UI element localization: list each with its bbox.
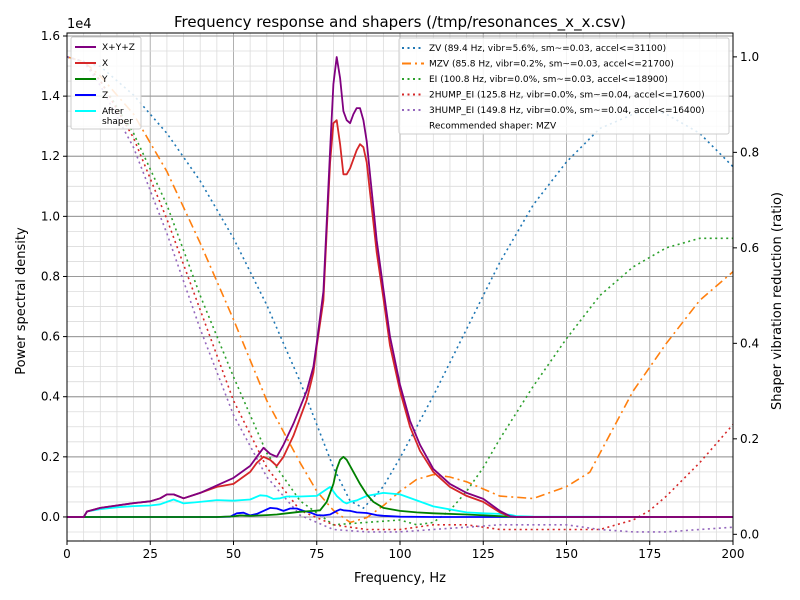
x-tick-label: 75: [309, 547, 324, 561]
x-tick-label: 100: [389, 547, 412, 561]
y2-tick-label: 0.2: [740, 432, 759, 446]
y-tick-label: 1.0: [41, 209, 60, 223]
legend-label: X: [102, 59, 108, 69]
y-tick-label: 0.0: [41, 510, 60, 524]
x-tick-label: 50: [226, 547, 241, 561]
legend-label: 2HUMP_EI (125.8 Hz, vibr=0.0%, sm~=0.04,…: [429, 91, 705, 101]
x-tick-label: 25: [143, 547, 158, 561]
legend-shapers: ZV (89.4 Hz, vibr=5.6%, sm~=0.03, accel<…: [398, 37, 730, 135]
x-axis-label: Frequency, Hz: [354, 571, 446, 586]
legend-right-box: [398, 37, 730, 135]
x-tick-label: 125: [472, 547, 495, 561]
legend-label: EI (100.8 Hz, vibr=0.0%, sm~=0.03, accel…: [429, 75, 668, 85]
legend-label: ZV (89.4 Hz, vibr=5.6%, sm~=0.03, accel<…: [429, 44, 666, 54]
legend-left-box: [70, 36, 142, 130]
shaper-line-4: [66, 56, 734, 533]
y2-tick-label: 1.0: [740, 50, 759, 64]
psd-line-0: [67, 485, 734, 518]
legend-label: 3HUMP_EI (149.8 Hz, vibr=0.0%, sm~=0.04,…: [429, 106, 705, 116]
x-tick-label: 0: [63, 547, 71, 561]
y2-tick-label: 0.0: [740, 527, 759, 541]
grid: [66, 33, 734, 541]
legend-label: X+Y+Z: [102, 43, 135, 53]
legend-label: After: [102, 107, 124, 117]
psd-line-4: [67, 56, 733, 518]
y-tick-label: 1.2: [41, 149, 60, 163]
recommended-shaper-label: Recommended shaper: MZV: [429, 122, 557, 132]
y-tick-label: 0.8: [41, 269, 60, 283]
y2-axis-label: Shaper vibration reduction (ratio): [770, 192, 785, 410]
legend-label: Y: [101, 75, 108, 85]
shaper-line-1: [66, 56, 734, 524]
y2-tick-label: 0.8: [740, 145, 759, 159]
axis-ticks: 0 25 50 75 100 125 150 175 200 0.0 0.2 0.4 0.6 0.8 1.0…: [41, 29, 759, 561]
y-tick-label: 0.6: [41, 330, 60, 344]
legend-label: shaper: [102, 117, 133, 127]
y2-tick-label: 0.4: [740, 336, 759, 350]
x-tick-label: 150: [555, 547, 578, 561]
chart-title: Frequency response and shapers (/tmp/res…: [174, 13, 626, 32]
y-axis-label: Power spectral density: [14, 227, 29, 375]
y-tick-label: 1.4: [41, 89, 60, 103]
y2-tick-label: 0.6: [740, 241, 759, 255]
y-tick-label: 0.2: [41, 450, 60, 464]
x-tick-label: 175: [638, 547, 661, 561]
y-tick-label: 1.6: [41, 29, 60, 43]
y-tick-label: 0.4: [41, 390, 60, 404]
x-tick-label: 200: [722, 547, 745, 561]
legend-label: Z: [102, 91, 108, 101]
psd-line-2: [67, 455, 733, 518]
legend-label: MZV (85.8 Hz, vibr=0.2%, sm~=0.03, accel…: [429, 60, 674, 70]
psd-lines: [67, 56, 734, 518]
y-offset-label: 1e4: [67, 17, 92, 32]
